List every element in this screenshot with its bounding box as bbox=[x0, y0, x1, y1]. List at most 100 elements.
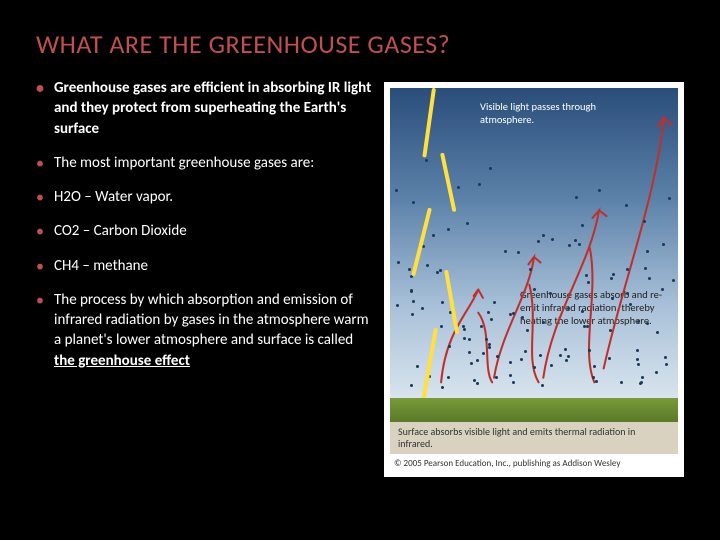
molecule-dot bbox=[662, 243, 665, 246]
molecule-dot bbox=[496, 355, 499, 358]
molecule-dot bbox=[493, 301, 496, 304]
molecule-dot bbox=[644, 267, 647, 270]
molecule-dot bbox=[626, 292, 629, 295]
molecule-dot bbox=[448, 345, 451, 348]
molecule-dot bbox=[549, 292, 552, 295]
molecule-dot bbox=[412, 201, 415, 204]
sunlight-beam bbox=[411, 208, 432, 277]
molecule-dot bbox=[488, 343, 491, 346]
bullet-item: CO2 – Carbon Dioxide bbox=[36, 221, 376, 241]
molecule-dot bbox=[488, 346, 491, 349]
text-column: Greenhouse gases are efficient in absorb… bbox=[36, 78, 376, 477]
molecule-dot bbox=[565, 359, 568, 362]
molecule-dot bbox=[440, 325, 443, 328]
molecule-dot bbox=[664, 356, 667, 359]
molecule-dot bbox=[509, 313, 512, 316]
diagram-ground bbox=[390, 398, 678, 422]
bullet-item: The process by which absorption and emis… bbox=[36, 290, 376, 371]
molecule-dot bbox=[509, 361, 512, 364]
bullet-item: CH4 – methane bbox=[36, 256, 376, 276]
molecule-dot bbox=[668, 197, 671, 200]
molecule-dot bbox=[395, 189, 398, 192]
molecule-dot bbox=[641, 376, 644, 379]
molecule-dot bbox=[587, 281, 590, 284]
molecule-dot bbox=[542, 234, 545, 237]
molecule-dot bbox=[457, 186, 460, 189]
molecule-dot bbox=[439, 269, 442, 272]
molecule-dot bbox=[575, 196, 578, 199]
molecule-dot bbox=[568, 244, 571, 247]
molecule-dot bbox=[478, 183, 481, 186]
sunlight-beam bbox=[440, 153, 456, 213]
molecule-dot bbox=[517, 251, 520, 254]
molecule-dot bbox=[646, 322, 649, 325]
molecule-dot bbox=[436, 271, 439, 274]
molecule-dot bbox=[585, 274, 588, 277]
molecule-dot bbox=[397, 261, 400, 264]
molecule-dot bbox=[586, 325, 589, 328]
molecule-dot bbox=[480, 325, 483, 328]
label-visible-light: Visible light passes through atmosphere. bbox=[480, 100, 640, 126]
molecule-dot bbox=[533, 366, 536, 369]
molecule-dot bbox=[524, 350, 527, 353]
molecule-dot bbox=[620, 381, 623, 384]
greenhouse-diagram: Visible light passes through atmosphere.… bbox=[384, 82, 684, 477]
molecule-dot bbox=[559, 354, 562, 357]
molecule-dot bbox=[529, 268, 532, 271]
molecule-dot bbox=[487, 311, 490, 314]
molecule-dot bbox=[564, 348, 567, 351]
molecule-dot bbox=[537, 240, 540, 243]
molecule-dot bbox=[592, 376, 595, 379]
molecule-dot bbox=[512, 381, 515, 384]
molecule-dot bbox=[520, 358, 523, 361]
molecule-dot bbox=[482, 352, 485, 355]
molecule-dot bbox=[408, 268, 411, 271]
molecule-dot bbox=[646, 250, 649, 253]
molecule-dot bbox=[468, 338, 471, 341]
slide-title: WHAT ARE THE GREENHOUSE GASES? bbox=[36, 28, 684, 60]
molecule-dot bbox=[609, 329, 612, 332]
molecule-dot bbox=[470, 362, 473, 365]
molecule-dot bbox=[656, 331, 659, 334]
molecule-dot bbox=[637, 363, 640, 366]
molecule-dot bbox=[541, 384, 544, 387]
sunlight-beam bbox=[421, 328, 438, 398]
label-surface-absorbs: Surface absorbs visible light and emits … bbox=[390, 422, 678, 454]
molecule-dot bbox=[551, 238, 554, 241]
molecule-dot bbox=[421, 307, 424, 310]
molecule-dot bbox=[610, 277, 613, 280]
molecule-dot bbox=[612, 273, 615, 276]
molecule-dot bbox=[426, 264, 429, 267]
molecule-dot bbox=[588, 349, 591, 352]
molecule-dot bbox=[489, 167, 492, 170]
bullet-item: Greenhouse gases are efficient in absorb… bbox=[36, 78, 376, 139]
molecule-dot bbox=[396, 304, 399, 307]
molecule-dot bbox=[476, 359, 479, 362]
molecule-dot bbox=[468, 351, 471, 354]
molecule-dot bbox=[412, 300, 415, 303]
molecule-dot bbox=[441, 301, 444, 304]
molecule-dot bbox=[665, 363, 668, 366]
molecule-dot bbox=[578, 243, 581, 246]
molecule-dot bbox=[574, 239, 577, 242]
bullet-item: The most important greenhouse gases are: bbox=[36, 153, 376, 173]
molecule-dot bbox=[567, 355, 570, 358]
molecule-dot bbox=[447, 228, 450, 231]
diagram-sky: Visible light passes through atmosphere.… bbox=[390, 88, 678, 398]
molecule-dot bbox=[648, 277, 651, 280]
molecule-dot bbox=[581, 310, 584, 313]
molecule-dot bbox=[473, 379, 476, 382]
molecule-dot bbox=[608, 357, 611, 360]
molecule-dot bbox=[485, 338, 488, 341]
molecule-dot bbox=[539, 354, 542, 357]
infrared-arrow bbox=[441, 289, 483, 382]
sunlight-beam bbox=[444, 270, 459, 335]
molecule-dot bbox=[626, 268, 629, 271]
molecule-dot bbox=[526, 329, 529, 332]
molecule-dot bbox=[583, 325, 586, 328]
molecule-dot bbox=[512, 312, 515, 315]
diagram-copyright: © 2005 Pearson Education, Inc., publishi… bbox=[390, 456, 678, 471]
molecule-dot bbox=[625, 204, 628, 207]
bullet-text-emphasis: the greenhouse effect bbox=[54, 352, 190, 370]
molecule-dot bbox=[447, 376, 450, 379]
